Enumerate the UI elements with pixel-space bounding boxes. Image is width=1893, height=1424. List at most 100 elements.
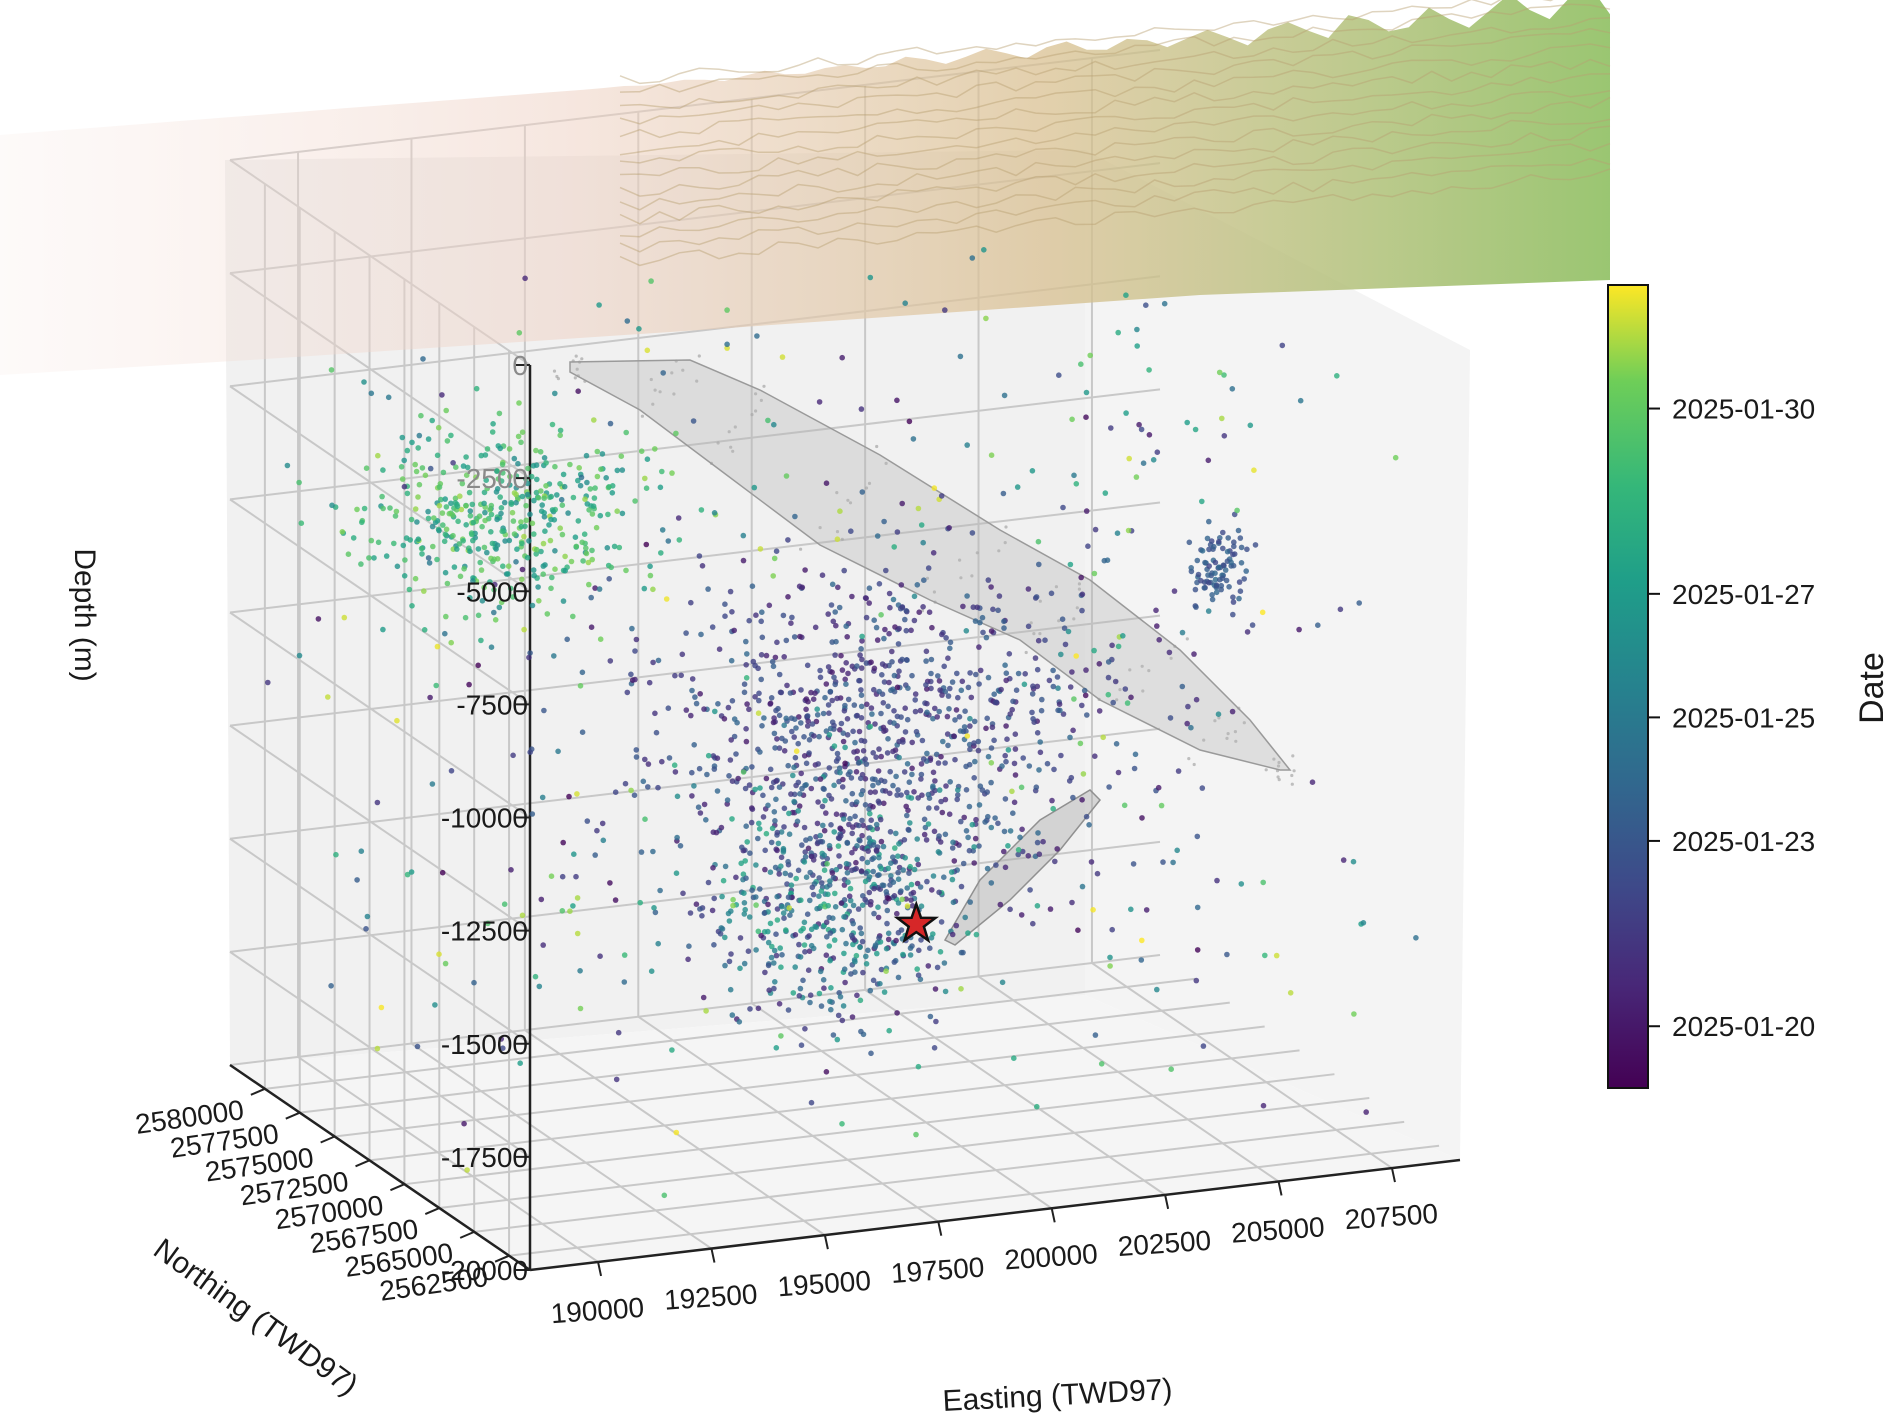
- earthquake-point: [466, 489, 473, 496]
- earthquake-point: [898, 927, 905, 933]
- earthquake-point: [457, 573, 464, 580]
- earthquake-point: [946, 706, 952, 712]
- earthquake-point: [443, 526, 450, 533]
- fault-plane-mesh: [552, 354, 1296, 946]
- earthquake-point: [772, 979, 778, 985]
- earthquake-point: [1185, 703, 1191, 710]
- earthquake-point: [582, 496, 588, 503]
- earthquake-point: [823, 681, 830, 687]
- earthquake-point: [482, 452, 489, 458]
- earthquake-point: [651, 905, 657, 911]
- earthquake-point: [506, 537, 513, 544]
- earthquake-point: [688, 712, 694, 719]
- earthquake-point: [567, 908, 573, 914]
- earthquake-point: [580, 558, 586, 564]
- earthquake-point: [967, 715, 973, 722]
- earthquake-point: [741, 689, 748, 696]
- earthquake-point: [1049, 797, 1055, 804]
- earthquake-point: [904, 903, 911, 909]
- earthquake-point: [467, 548, 473, 555]
- earthquake-point: [637, 899, 643, 906]
- pane-back: [1085, 150, 1470, 1160]
- earthquake-point: [845, 879, 851, 885]
- earthquake-point: [573, 873, 579, 880]
- earthquake-point: [1259, 609, 1266, 616]
- earthquake-point: [757, 886, 763, 892]
- earthquake-point: [1071, 696, 1077, 702]
- earthquake-point: [877, 816, 884, 823]
- earthquake-point: [982, 819, 988, 825]
- earthquake-point: [516, 400, 522, 406]
- earthquake-point: [816, 733, 822, 740]
- earthquake-point: [393, 508, 400, 515]
- earthquake-point: [954, 670, 960, 677]
- earthquake-point: [402, 557, 408, 563]
- earthquake-point: [421, 627, 428, 633]
- earthquake-point: [777, 689, 784, 696]
- earthquake-point: [834, 536, 841, 542]
- earthquake-point: [536, 983, 543, 990]
- earthquake-point: [470, 578, 476, 584]
- earthquake-point: [482, 517, 488, 524]
- earthquake-point: [1228, 559, 1234, 566]
- earthquake-point: [783, 473, 790, 479]
- earthquake-point: [466, 681, 472, 688]
- earthquake-point: [591, 417, 597, 423]
- earthquake-point: [878, 710, 884, 717]
- earthquake-point: [558, 496, 565, 503]
- earthquake-point: [698, 507, 705, 513]
- fault-mesh-node: [1054, 585, 1058, 589]
- earthquake-point: [1021, 681, 1028, 688]
- earthquake-point: [894, 910, 900, 917]
- earthquake-point: [996, 593, 1003, 599]
- earthquake-point: [849, 801, 855, 808]
- grid-line-back-z: [229, 840, 1161, 953]
- earthquake-point: [944, 713, 951, 720]
- earthquake-point: [796, 941, 802, 948]
- earthquake-point: [911, 593, 918, 600]
- earthquake-point: [780, 612, 787, 619]
- earthquake-point: [873, 754, 879, 760]
- earthquake-point: [928, 670, 934, 677]
- earthquake-point: [1199, 548, 1206, 554]
- earthquake-point: [878, 838, 885, 845]
- earthquake-point: [296, 479, 302, 486]
- earthquake-point: [531, 531, 537, 537]
- earthquake-point: [490, 421, 496, 427]
- earthquake-point: [859, 938, 866, 945]
- y-tick-mark: [424, 1207, 440, 1215]
- earthquake-point: [859, 902, 866, 908]
- earthquake-point: [904, 812, 910, 819]
- earthquake-point: [808, 942, 815, 949]
- earthquake-point: [1029, 709, 1035, 716]
- earthquake-point: [856, 822, 862, 829]
- x-tick-label: 197500: [890, 1252, 985, 1289]
- earthquake-point: [945, 693, 952, 699]
- earthquake-point: [1084, 712, 1090, 718]
- earthquake-point: [818, 1003, 825, 1009]
- earthquake-point: [881, 989, 888, 995]
- earthquake-point: [1100, 734, 1106, 741]
- earthquake-point: [885, 930, 892, 937]
- earthquake-point: [799, 785, 805, 792]
- earthquake-point: [807, 869, 813, 876]
- earthquake-point: [930, 769, 937, 776]
- earthquake-point: [636, 326, 642, 332]
- fault-mesh-node: [651, 402, 655, 406]
- earthquake-point: [779, 903, 785, 910]
- fault-mesh-node: [1277, 778, 1281, 782]
- earthquake-point: [722, 934, 728, 941]
- earthquake-point: [749, 583, 756, 589]
- earthquake-point: [633, 636, 640, 643]
- earthquake-point: [858, 715, 865, 721]
- earthquake-point: [997, 901, 1004, 908]
- earthquake-point: [821, 867, 828, 873]
- earthquake-point: [858, 791, 865, 798]
- earthquake-point: [329, 502, 335, 509]
- earthquake-point: [1073, 653, 1079, 659]
- earthquake-point: [923, 837, 930, 843]
- x-tick-mark: [710, 1248, 716, 1263]
- earthquake-point: [414, 519, 420, 525]
- z-tick-label: -15000: [441, 1029, 528, 1060]
- earthquake-point: [1075, 927, 1081, 933]
